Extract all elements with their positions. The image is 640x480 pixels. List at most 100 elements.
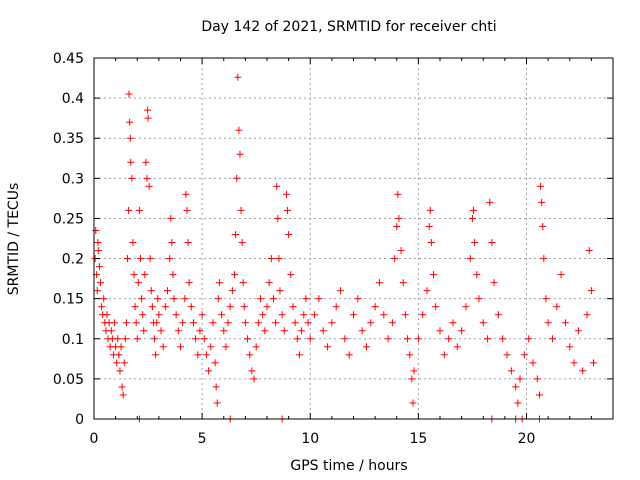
data-point-marker [337,287,345,295]
data-point-marker [533,375,541,383]
data-point-marker [432,303,440,311]
data-point-marker [583,311,591,319]
data-point-marker [121,335,129,343]
data-point-marker [169,271,177,279]
axis-ticks [93,57,613,420]
data-point-marker [116,367,124,375]
data-point-marker [426,206,434,214]
data-point-marker [157,327,165,335]
data-point-marker [246,351,254,359]
data-point-marker [470,206,478,214]
data-point-marker [298,327,306,335]
data-point-marker [202,351,210,359]
data-point-marker [187,303,195,311]
data-point-marker [153,319,161,327]
tick-labels: 0 0.05 0.1 0.15 0.2 0.25 0.3 0.35 0.4 0.45 0 5 10 15 2… [53,51,536,447]
data-point-marker [269,295,277,303]
data-point-marker [237,206,245,214]
data-point-marker [328,319,336,327]
data-point-marker [410,367,418,375]
data-point-marker [231,271,239,279]
data-point-marker [276,287,284,295]
data-point-marker [236,150,244,158]
data-point-marker [177,343,184,351]
y-tick-label: 0.25 [53,211,84,227]
data-point-marker [205,367,213,375]
data-point-marker [207,343,215,351]
data-point-marker [570,359,578,367]
data-point-marker [304,319,312,327]
data-point-marker [462,303,470,311]
y-tick-label: 0.2 [62,252,84,268]
data-point-marker [166,255,174,263]
data-point-marker [151,335,159,343]
data-point-marker [235,126,243,134]
data-point-marker [107,327,115,335]
x-tick-label: 20 [518,431,536,447]
data-point-marker [345,351,353,359]
data-point-marker [222,343,230,351]
data-point-marker [295,351,303,359]
y-axis-label: SRMTID / TECUs [6,183,22,296]
data-point-marker [154,295,162,303]
data-point-marker [127,158,135,166]
data-point-marker [232,230,240,238]
data-point-marker [408,375,416,383]
data-point-marker [194,351,202,359]
data-point-marker [332,303,340,311]
data-point-marker [142,158,150,166]
data-point-marker [95,263,103,271]
data-point-marker [311,311,319,319]
data-point-marker [139,311,147,319]
data-point-marker [144,106,152,114]
data-point-marker [445,335,453,343]
data-points [91,73,598,423]
data-point-marker [184,239,192,247]
data-point-marker [425,222,433,230]
x-tick-label: 5 [198,431,207,447]
data-point-marker [94,239,102,247]
data-point-marker [126,134,134,142]
data-point-marker [285,230,293,238]
data-point-marker [367,319,375,327]
data-point-marker [548,335,556,343]
data-point-marker [272,319,280,327]
data-point-marker [406,351,414,359]
data-point-marker [261,327,269,335]
data-point-marker [516,375,524,383]
data-point-marker [239,279,247,287]
data-point-marker [161,303,169,311]
data-point-marker [132,319,140,327]
data-point-marker [302,295,310,303]
data-point-marker [590,359,598,367]
data-point-marker [507,367,515,375]
data-point-marker [114,335,122,343]
data-point-marker [375,279,383,287]
data-point-marker [240,303,248,311]
data-point-marker [131,303,139,311]
data-point-marker [128,174,136,182]
data-point-marker [259,311,267,319]
grid-lines [94,58,613,419]
chart-title: Day 142 of 2021, SRMTID for receiver cht… [201,19,496,35]
data-point-marker [414,335,422,343]
data-point-marker [306,335,314,343]
data-point-marker [409,399,417,407]
data-point-marker [218,311,226,319]
data-point-marker [490,279,498,287]
data-point-marker [111,319,119,327]
data-point-marker [126,118,134,126]
data-point-marker [135,206,143,214]
data-point-marker [252,343,260,351]
data-point-marker [280,327,288,335]
data-point-marker [226,303,234,311]
data-point-marker [115,351,123,359]
y-tick-label: 0.4 [62,91,84,107]
data-point-marker [282,190,290,198]
data-point-marker [388,319,396,327]
y-tick-label: 0.45 [53,51,84,67]
data-point-marker [544,319,552,327]
plot-frame [93,57,614,420]
data-point-marker [196,327,204,335]
data-point-marker [164,287,172,295]
